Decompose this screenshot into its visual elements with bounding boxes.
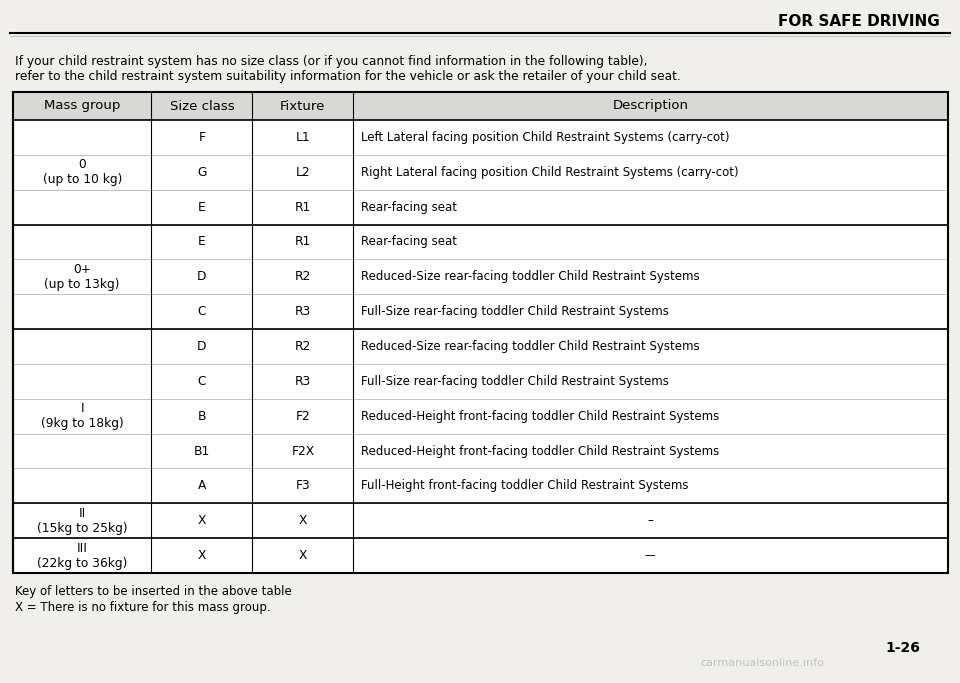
Text: ––: –– xyxy=(645,549,657,562)
Text: B: B xyxy=(198,410,206,423)
Text: Left Lateral facing position Child Restraint Systems (carry-cot): Left Lateral facing position Child Restr… xyxy=(361,131,730,144)
Bar xyxy=(13,225,152,329)
Text: X: X xyxy=(299,549,307,562)
Bar xyxy=(13,120,152,225)
Text: 0+
(up to 13kg): 0+ (up to 13kg) xyxy=(44,263,120,291)
Text: B1: B1 xyxy=(194,445,210,458)
Text: Rear-facing seat: Rear-facing seat xyxy=(361,236,457,249)
Text: A: A xyxy=(198,479,206,492)
Text: F3: F3 xyxy=(296,479,310,492)
Text: If your child restraint system has no size class (or if you cannot find informat: If your child restraint system has no si… xyxy=(15,55,647,68)
Text: 1-26: 1-26 xyxy=(885,641,920,655)
Text: 0
(up to 10 kg): 0 (up to 10 kg) xyxy=(42,158,122,186)
Text: F2X: F2X xyxy=(291,445,315,458)
Text: X: X xyxy=(198,549,206,562)
Text: G: G xyxy=(197,166,206,179)
Text: X: X xyxy=(198,514,206,527)
Text: R1: R1 xyxy=(295,236,311,249)
Text: Key of letters to be inserted in the above table: Key of letters to be inserted in the abo… xyxy=(15,585,292,598)
Bar xyxy=(13,538,152,573)
Text: R3: R3 xyxy=(295,305,311,318)
Text: D: D xyxy=(197,270,206,283)
Text: E: E xyxy=(198,201,205,214)
Text: R1: R1 xyxy=(295,201,311,214)
Text: I
(9kg to 18kg): I (9kg to 18kg) xyxy=(41,402,124,430)
Text: C: C xyxy=(198,305,206,318)
Bar xyxy=(13,92,948,120)
Text: F: F xyxy=(199,131,205,144)
Bar xyxy=(13,329,152,503)
Text: Rear-facing seat: Rear-facing seat xyxy=(361,201,457,214)
Text: Full-Size rear-facing toddler Child Restraint Systems: Full-Size rear-facing toddler Child Rest… xyxy=(361,375,669,388)
Text: C: C xyxy=(198,375,206,388)
Bar xyxy=(13,503,152,538)
Text: Full-Height front-facing toddler Child Restraint Systems: Full-Height front-facing toddler Child R… xyxy=(361,479,689,492)
Text: carmanualsonline.info: carmanualsonline.info xyxy=(700,658,824,668)
Text: Fixture: Fixture xyxy=(280,100,325,113)
Text: R2: R2 xyxy=(295,340,311,353)
Text: II
(15kg to 25kg): II (15kg to 25kg) xyxy=(36,507,128,535)
Text: FOR SAFE DRIVING: FOR SAFE DRIVING xyxy=(779,14,940,29)
Bar xyxy=(13,120,948,573)
Text: Reduced-Size rear-facing toddler Child Restraint Systems: Reduced-Size rear-facing toddler Child R… xyxy=(361,340,700,353)
Text: X = There is no fixture for this mass group.: X = There is no fixture for this mass gr… xyxy=(15,601,271,614)
Text: Right Lateral facing position Child Restraint Systems (carry-cot): Right Lateral facing position Child Rest… xyxy=(361,166,739,179)
Text: Description: Description xyxy=(612,100,688,113)
Text: R2: R2 xyxy=(295,270,311,283)
Text: Size class: Size class xyxy=(170,100,234,113)
Text: Mass group: Mass group xyxy=(44,100,120,113)
Text: L1: L1 xyxy=(296,131,310,144)
Text: R3: R3 xyxy=(295,375,311,388)
Text: III
(22kg to 36kg): III (22kg to 36kg) xyxy=(37,542,128,570)
Text: L2: L2 xyxy=(296,166,310,179)
Bar xyxy=(13,92,948,573)
Text: Reduced-Height front-facing toddler Child Restraint Systems: Reduced-Height front-facing toddler Chil… xyxy=(361,445,720,458)
Text: –: – xyxy=(648,514,654,527)
Bar xyxy=(13,92,948,120)
Text: refer to the child restraint system suitability information for the vehicle or a: refer to the child restraint system suit… xyxy=(15,70,681,83)
Text: F2: F2 xyxy=(296,410,310,423)
Text: D: D xyxy=(197,340,206,353)
Text: Reduced-Size rear-facing toddler Child Restraint Systems: Reduced-Size rear-facing toddler Child R… xyxy=(361,270,700,283)
Text: Full-Size rear-facing toddler Child Restraint Systems: Full-Size rear-facing toddler Child Rest… xyxy=(361,305,669,318)
Text: X: X xyxy=(299,514,307,527)
Text: E: E xyxy=(198,236,205,249)
Text: Reduced-Height front-facing toddler Child Restraint Systems: Reduced-Height front-facing toddler Chil… xyxy=(361,410,720,423)
